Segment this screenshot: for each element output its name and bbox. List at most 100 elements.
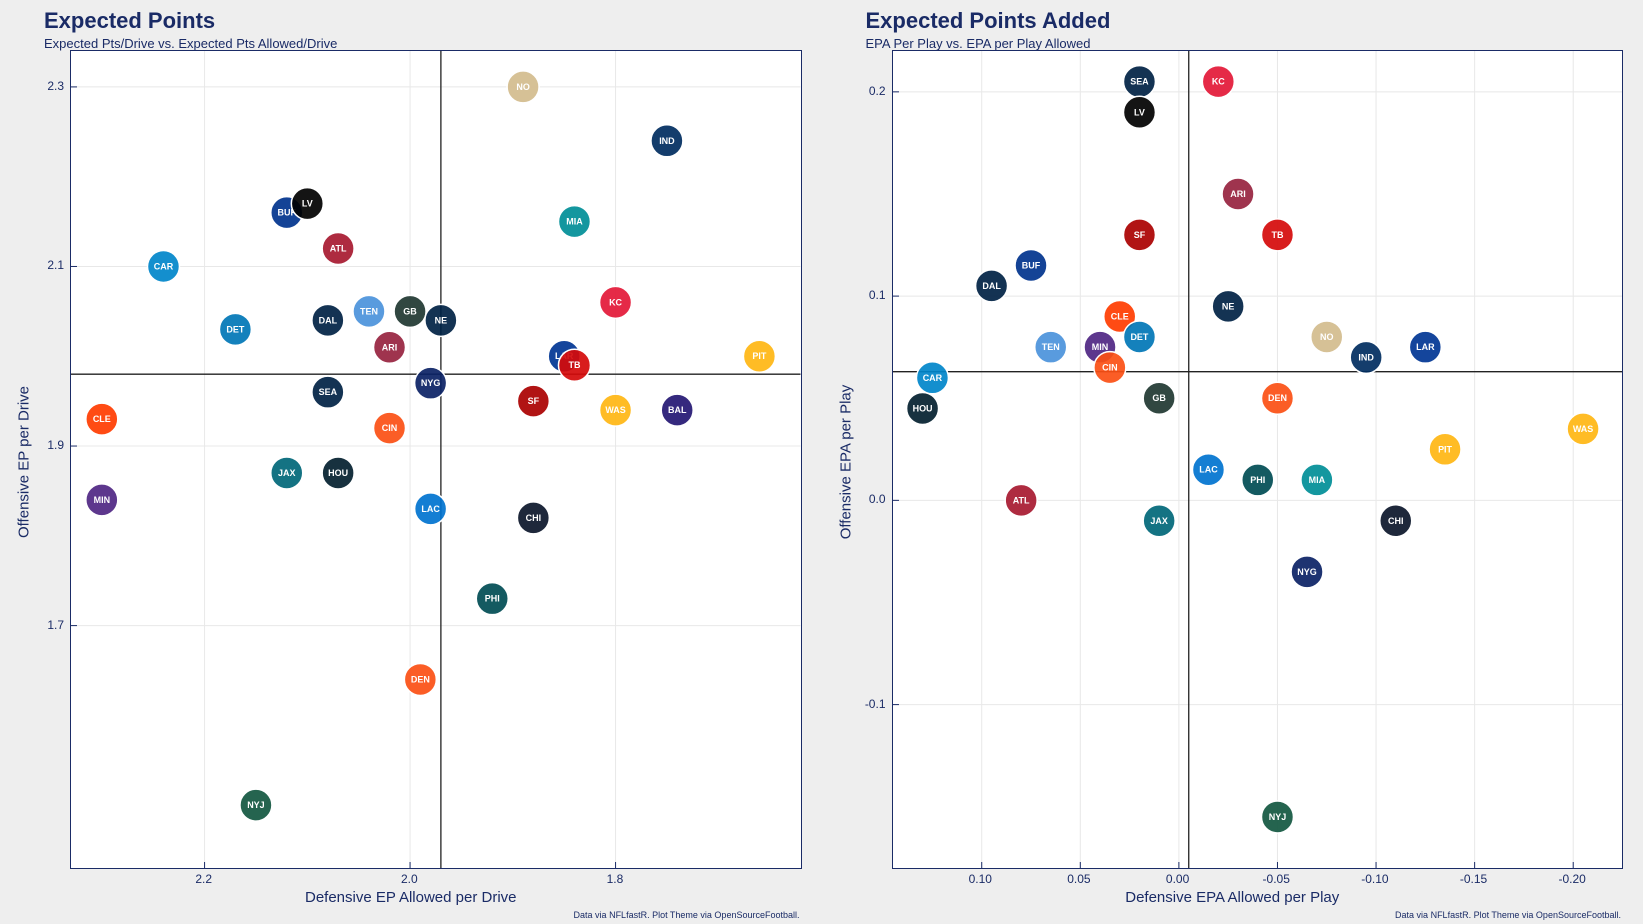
svg-text:ATL: ATL (330, 244, 347, 254)
grid (71, 51, 801, 868)
team-marker-nyg: NYG (415, 367, 447, 399)
svg-text:HOU: HOU (328, 468, 348, 478)
x-tick-label: 2.2 (195, 872, 212, 886)
svg-text:JAX: JAX (278, 468, 295, 478)
left-x-axis-label: Defensive EP Allowed per Drive (305, 889, 517, 906)
svg-text:NYJ: NYJ (247, 800, 264, 810)
team-marker-gb: GB (394, 295, 426, 327)
team-marker-atl: ATL (1005, 484, 1037, 516)
y-tick-label: 2.1 (34, 258, 64, 272)
team-marker-lac: LAC (415, 493, 447, 525)
svg-text:CLE: CLE (1110, 312, 1128, 322)
svg-text:PHI: PHI (1250, 475, 1265, 485)
svg-text:NYJ: NYJ (1268, 812, 1285, 822)
svg-text:LAR: LAR (1416, 342, 1435, 352)
svg-text:CLE: CLE (93, 414, 111, 424)
team-marker-den: DEN (1261, 382, 1293, 414)
svg-text:KC: KC (1211, 77, 1224, 87)
x-tick-label: 0.10 (969, 872, 992, 886)
svg-text:CIN: CIN (1102, 363, 1117, 373)
x-tick-label: 1.8 (607, 872, 624, 886)
svg-text:BAL: BAL (668, 405, 687, 415)
svg-text:TEN: TEN (1041, 342, 1059, 352)
y-tick-label: -0.1 (856, 697, 886, 711)
y-tick-label: 1.9 (34, 438, 64, 452)
team-marker-lar: LAR (1409, 331, 1441, 363)
svg-text:NO: NO (516, 82, 529, 92)
svg-text:DEN: DEN (1267, 393, 1286, 403)
right-chart-title: Expected Points Added (866, 8, 1632, 34)
grid (893, 51, 1623, 868)
svg-text:TB: TB (568, 360, 580, 370)
team-marker-bal: BAL (661, 394, 693, 426)
x-tick-label: -0.20 (1558, 872, 1585, 886)
svg-text:CHI: CHI (1388, 516, 1403, 526)
left-plot-area: NOINDBUFLVMIAATLCARKCGBDALTENNEDETARILAR… (70, 50, 802, 869)
svg-text:MIA: MIA (1308, 475, 1325, 485)
left-chart-title: Expected Points (44, 8, 810, 34)
right-panel: Expected Points Added EPA Per Play vs. E… (822, 0, 1643, 924)
svg-text:LV: LV (1134, 107, 1145, 117)
svg-text:CHI: CHI (526, 513, 541, 523)
svg-text:ARI: ARI (382, 342, 397, 352)
svg-text:CIN: CIN (382, 423, 397, 433)
team-marker-sf: SF (1123, 219, 1155, 251)
svg-text:MIN: MIN (94, 495, 110, 505)
team-marker-ind: IND (651, 125, 683, 157)
svg-text:JAX: JAX (1150, 516, 1167, 526)
team-marker-dal: DAL (975, 270, 1007, 302)
team-marker-sf: SF (517, 385, 549, 417)
left-y-axis-label: Offensive EP per Drive (16, 386, 33, 538)
team-marker-cle: CLE (86, 403, 118, 435)
svg-text:BUF: BUF (1021, 260, 1040, 270)
team-marker-no: NO (507, 71, 539, 103)
team-marker-phi: PHI (476, 583, 508, 615)
team-marker-ne: NE (1212, 290, 1244, 322)
team-marker-atl: ATL (322, 233, 354, 265)
left-panel: Expected Points Expected Pts/Drive vs. E… (0, 0, 822, 924)
team-marker-lac: LAC (1192, 454, 1224, 486)
x-tick-label: 0.05 (1067, 872, 1090, 886)
y-tick-label: 2.3 (34, 79, 64, 93)
x-tick-label: -0.15 (1460, 872, 1487, 886)
svg-text:TEN: TEN (360, 306, 378, 316)
svg-text:MIA: MIA (566, 217, 583, 227)
svg-text:NE: NE (1221, 301, 1233, 311)
svg-text:PIT: PIT (1438, 444, 1452, 454)
y-tick-label: 0.1 (856, 288, 886, 302)
team-marker-jax: JAX (1143, 505, 1175, 537)
team-marker-tb: TB (1261, 219, 1293, 251)
left-caption: Data via NFLfastR. Plot Theme via OpenSo… (574, 910, 800, 920)
team-marker-car: CAR (916, 362, 948, 394)
svg-text:CAR: CAR (154, 261, 174, 271)
svg-text:SF: SF (1133, 230, 1145, 240)
svg-text:LAC: LAC (1199, 465, 1218, 475)
svg-text:LAC: LAC (421, 504, 440, 514)
team-marker-hou: HOU (906, 392, 938, 424)
reference-lines (71, 51, 801, 868)
team-marker-det: DET (1123, 321, 1155, 353)
svg-text:IND: IND (659, 136, 675, 146)
right-caption: Data via NFLfastR. Plot Theme via OpenSo… (1395, 910, 1621, 920)
team-marker-pit: PIT (743, 340, 775, 372)
team-marker-ne: NE (425, 304, 457, 336)
right-x-axis-label: Defensive EPA Allowed per Play (1125, 889, 1339, 906)
svg-text:DAL: DAL (319, 315, 338, 325)
team-marker-no: NO (1310, 321, 1342, 353)
svg-text:GB: GB (1152, 393, 1166, 403)
svg-text:SF: SF (528, 396, 540, 406)
svg-text:NYG: NYG (1297, 567, 1316, 577)
team-marker-chi: CHI (517, 502, 549, 534)
team-marker-cin: CIN (1093, 352, 1125, 384)
team-marker-sea: SEA (312, 376, 344, 408)
svg-text:WAS: WAS (605, 405, 625, 415)
team-marker-chi: CHI (1379, 505, 1411, 537)
svg-text:SEA: SEA (1130, 77, 1149, 87)
svg-text:PIT: PIT (752, 351, 766, 361)
team-marker-pit: PIT (1429, 433, 1461, 465)
team-marker-sea: SEA (1123, 66, 1155, 98)
svg-text:DET: DET (226, 324, 244, 334)
team-marker-dal: DAL (312, 304, 344, 336)
svg-text:DET: DET (1130, 332, 1148, 342)
page: Expected Points Expected Pts/Drive vs. E… (0, 0, 1643, 924)
